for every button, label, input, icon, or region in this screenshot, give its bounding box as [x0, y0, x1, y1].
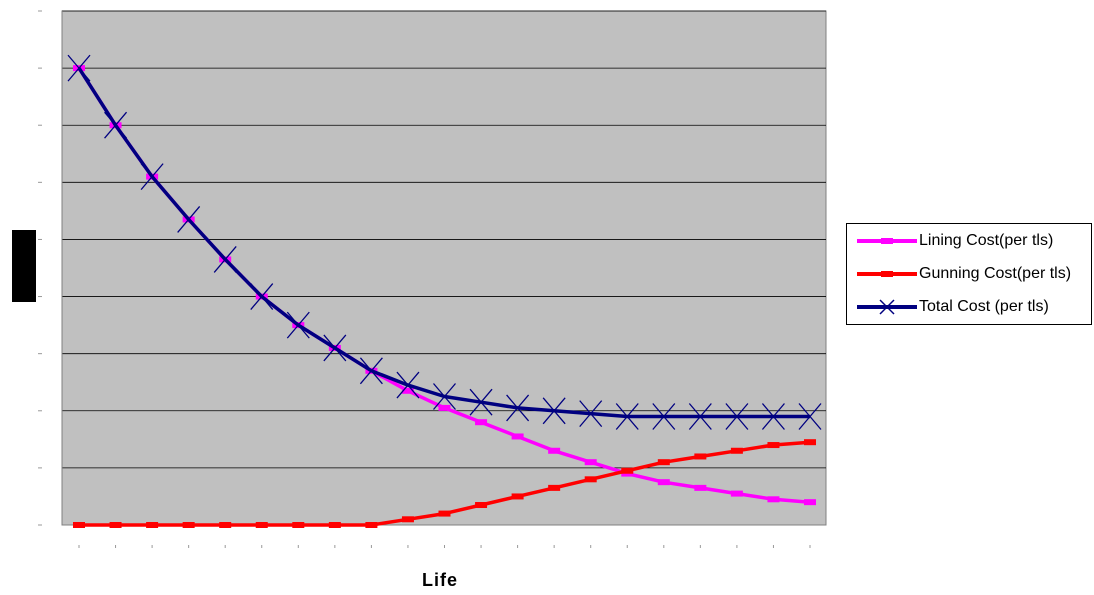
data-point — [433, 383, 456, 410]
data-point — [177, 206, 201, 233]
data-point — [140, 163, 164, 191]
data-point — [652, 403, 676, 430]
legend-label-gunning-cost: Gunning Cost(per tls) — [919, 265, 1072, 282]
data-point-stroke — [359, 357, 383, 385]
data-point — [104, 111, 128, 139]
legend-label-total-cost: Total Cost (per tls) — [919, 298, 1049, 315]
data-point-stroke — [140, 163, 164, 191]
data-point — [694, 484, 707, 491]
data-point — [219, 522, 232, 528]
data-point — [396, 371, 420, 399]
data-point — [615, 403, 639, 430]
legend-swatch-gunning-icon — [857, 271, 917, 277]
data-point — [438, 404, 451, 411]
data-point-stroke — [323, 334, 347, 362]
data-point — [730, 490, 743, 497]
data-point — [725, 403, 749, 430]
data-point — [548, 484, 561, 491]
data-point-stroke — [615, 403, 639, 430]
data-point — [213, 246, 237, 273]
data-point-stroke — [177, 206, 201, 233]
data-point — [475, 502, 488, 509]
data-point — [286, 311, 310, 339]
data-point — [250, 283, 274, 310]
series — [67, 54, 822, 430]
y-axis-label-block — [12, 230, 36, 302]
data-point-stroke — [250, 283, 274, 310]
data-point — [584, 459, 597, 466]
legend-swatch-lining-icon — [857, 238, 917, 244]
data-point — [767, 442, 780, 449]
data-point — [511, 433, 524, 440]
data-point — [401, 516, 414, 523]
data-point — [804, 499, 816, 506]
legend-item-gunning-cost: Gunning Cost(per tls) — [855, 261, 1071, 287]
data-point — [657, 479, 670, 486]
data-point-stroke — [798, 403, 822, 430]
data-point — [730, 447, 743, 454]
data-point — [359, 357, 383, 385]
series — [73, 439, 816, 528]
data-point — [328, 522, 341, 528]
data-point — [621, 467, 634, 474]
data-point-stroke — [506, 394, 530, 422]
data-point-stroke — [396, 371, 420, 399]
legend-item-lining-cost: Lining Cost(per tls) — [855, 228, 1053, 254]
data-point — [804, 439, 816, 446]
data-point — [67, 54, 91, 82]
data-point — [73, 522, 85, 528]
data-point — [438, 510, 451, 517]
axis-ticks — [38, 10, 811, 548]
data-point — [798, 403, 822, 430]
data-point-stroke — [469, 388, 493, 416]
data-point — [469, 388, 493, 416]
plot-area — [61, 10, 827, 526]
x-axis-label: Life — [421, 570, 458, 590]
data-point — [579, 400, 603, 428]
data-point — [761, 403, 785, 430]
gridlines — [62, 10, 826, 469]
data-point — [109, 522, 122, 528]
data-point-stroke — [104, 111, 128, 139]
legend-item-total-cost: Total Cost (per tls) — [855, 294, 1049, 320]
data-point-stroke — [725, 403, 749, 430]
data-point — [182, 522, 195, 528]
data-point-stroke — [213, 246, 237, 273]
data-point — [542, 397, 566, 425]
data-point-stroke — [286, 311, 310, 339]
data-point — [365, 522, 378, 528]
legend-label-lining-cost: Lining Cost(per tls) — [919, 232, 1054, 249]
data-point — [767, 496, 780, 503]
data-point-stroke — [433, 383, 456, 410]
data-point — [657, 459, 670, 466]
data-point — [292, 522, 305, 528]
data-point — [688, 403, 712, 430]
legend-swatch-total-icon — [857, 299, 917, 315]
data-point-stroke — [579, 400, 603, 428]
data-point-stroke — [542, 397, 566, 425]
data-point — [694, 453, 707, 460]
data-point — [146, 522, 159, 528]
data-point-stroke — [688, 403, 712, 430]
data-point-stroke — [67, 54, 91, 82]
data-point — [511, 493, 524, 500]
data-point — [548, 447, 561, 454]
data-point-stroke — [652, 403, 676, 430]
data-point — [255, 522, 268, 528]
data-point — [401, 387, 414, 394]
series-layer — [67, 54, 822, 528]
legend: Lining Cost(per tls) Gunning Cost(per tl… — [846, 223, 1092, 325]
data-point — [323, 334, 347, 362]
data-point — [475, 419, 488, 426]
data-point — [584, 476, 597, 483]
data-point — [506, 394, 530, 422]
data-point-stroke — [761, 403, 785, 430]
